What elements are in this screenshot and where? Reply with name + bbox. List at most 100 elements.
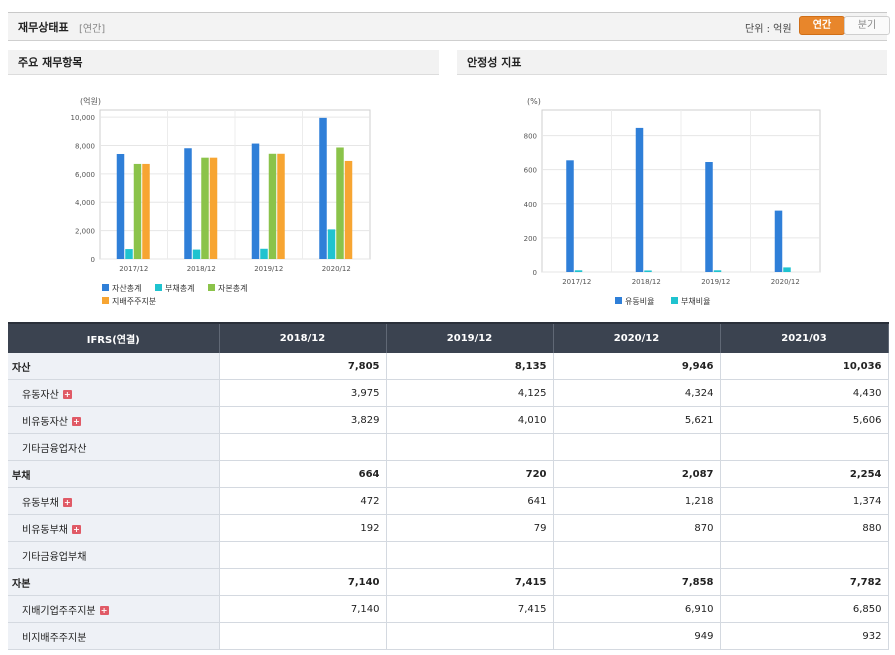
value-cell: 7,140 <box>219 568 387 596</box>
value-cell: 880 <box>720 514 889 542</box>
x-tick-label: 2018/12 <box>632 278 661 286</box>
value-cell: 3,975 <box>219 379 387 407</box>
row-label-cell: 비유동부채 + <box>8 514 220 542</box>
table-row: 기타금융업부채 <box>8 541 889 569</box>
stability-panel-title: 안정성 지표 <box>457 50 887 75</box>
row-label: 지배기업주주지분 <box>22 605 96 617</box>
row-label: 자산 <box>12 362 31 374</box>
statement-period-label: [연간] <box>79 24 106 35</box>
value-cell: 4,010 <box>386 406 554 434</box>
key-items-panel-title: 주요 재무항목 <box>8 50 439 75</box>
value-cell: 949 <box>553 622 721 650</box>
col-header-2018-12: 2018/12 <box>219 322 387 353</box>
value-cell <box>553 541 721 569</box>
table-row: 유동부채 +472 641 1,218 1,374 <box>8 487 889 515</box>
value-cell: 8,135 <box>386 353 554 380</box>
value-cell <box>553 433 721 461</box>
table-row: 자본 7,140 7,415 7,858 7,782 <box>8 568 889 596</box>
row-label: 비유동자산 <box>22 416 68 428</box>
stability-chart: (%) 0 200 400 600 800 2017/12 2018/12 2019/12 202… <box>505 90 835 315</box>
x-tick-label: 2019/12 <box>254 265 283 273</box>
value-cell: 6,910 <box>553 595 721 623</box>
expand-plus-icon[interactable]: + <box>99 605 109 615</box>
value-cell: 1,374 <box>720 487 889 515</box>
table-row: 지배기업주주지분 +7,140 7,415 6,910 6,850 <box>8 595 889 623</box>
col-header-ifrs: IFRS(연결) <box>8 322 220 353</box>
bar <box>783 267 791 272</box>
table-row: 비유동자산 +3,829 4,010 5,621 5,606 <box>8 406 889 434</box>
table-row: 비유동부채 +192 79 870 880 <box>8 514 889 542</box>
table-row: 기타금융업자산 <box>8 433 889 461</box>
bar <box>209 157 218 259</box>
quarter-toggle-button[interactable]: 분기 <box>844 16 890 35</box>
value-cell: 7,140 <box>219 595 387 623</box>
y-tick-label: 600 <box>524 167 537 175</box>
value-cell: 7,415 <box>386 568 554 596</box>
expand-plus-icon[interactable]: + <box>72 524 81 534</box>
bar <box>574 270 583 272</box>
bar <box>192 249 201 259</box>
expand-plus-icon[interactable]: + <box>72 416 81 426</box>
bar <box>251 143 260 259</box>
value-cell: 5,621 <box>553 406 721 434</box>
row-label: 비지배주주지분 <box>22 632 87 644</box>
value-cell <box>386 622 554 650</box>
legend-swatch <box>671 297 678 304</box>
y-tick-label: 0 <box>91 256 95 264</box>
bar <box>184 148 192 259</box>
y-tick-label: 800 <box>524 133 537 141</box>
table-row: 자산 7,805 8,135 9,946 10,036 <box>8 353 889 380</box>
legend-swatch <box>102 297 109 304</box>
row-label-cell: 부채 <box>8 460 220 488</box>
bar <box>635 127 644 272</box>
stability-chart-svg: (%) 0 200 400 600 800 2017/12 2018/12 2019/12 202… <box>524 97 821 306</box>
bar <box>116 153 125 259</box>
bar <box>774 210 783 272</box>
bar <box>268 153 277 259</box>
balance-sheet-table: IFRS(연결) 2018/12 2019/12 2020/12 2021/03… <box>8 322 889 650</box>
y-tick-label: 6,000 <box>75 171 95 179</box>
expand-plus-icon[interactable]: + <box>62 497 72 507</box>
row-label: 유동부채 <box>22 497 59 509</box>
bar <box>319 117 327 259</box>
value-cell: 9,946 <box>553 353 721 380</box>
value-cell: 720 <box>386 460 554 488</box>
y-tick-label: 4,000 <box>75 199 95 207</box>
col-header-2019-12: 2019/12 <box>386 322 554 353</box>
expand-plus-icon[interactable]: + <box>62 389 72 399</box>
legend-label: 부채비율 <box>681 296 710 306</box>
row-label-cell: 기타금융업부채 <box>8 541 220 569</box>
value-cell: 7,858 <box>553 568 721 596</box>
bar <box>133 163 142 259</box>
value-cell: 10,036 <box>720 353 889 380</box>
bar <box>713 270 722 272</box>
row-label-cell: 기타금융업자산 <box>8 433 220 461</box>
value-cell <box>219 433 387 461</box>
value-cell: 2,254 <box>720 460 889 488</box>
bar <box>125 249 133 259</box>
value-cell: 192 <box>219 514 387 542</box>
y-unit-label: (%) <box>527 97 541 106</box>
value-cell: 7,782 <box>720 568 889 596</box>
y-tick-label: 200 <box>524 235 537 243</box>
y-tick-label: 2,000 <box>75 228 95 236</box>
legend-swatch <box>102 284 109 291</box>
table-body: 자산 7,805 8,135 9,946 10,036 유동자산 +3,975 4,125 4,… <box>8 353 889 650</box>
row-label-cell: 자산 <box>8 353 220 380</box>
statement-title: 재무상태표 <box>18 21 69 34</box>
bar <box>336 147 344 259</box>
value-cell <box>386 433 554 461</box>
row-label: 자본 <box>12 578 31 590</box>
value-cell: 2,087 <box>553 460 721 488</box>
row-label-cell: 유동부채 + <box>8 487 220 515</box>
value-cell: 641 <box>386 487 554 515</box>
x-tick-label: 2017/12 <box>119 265 148 273</box>
row-label: 부채 <box>12 470 31 482</box>
legend-label: 부채총계 <box>165 283 194 293</box>
statement-header: 재무상태표 [연간] 단위 : 억원 연간 분기 <box>8 12 890 41</box>
row-label-cell: 비유동자산 + <box>8 406 220 434</box>
legend-swatch <box>208 284 215 291</box>
value-cell <box>386 541 554 569</box>
bar <box>277 153 285 259</box>
annual-toggle-button[interactable]: 연간 <box>799 16 845 35</box>
